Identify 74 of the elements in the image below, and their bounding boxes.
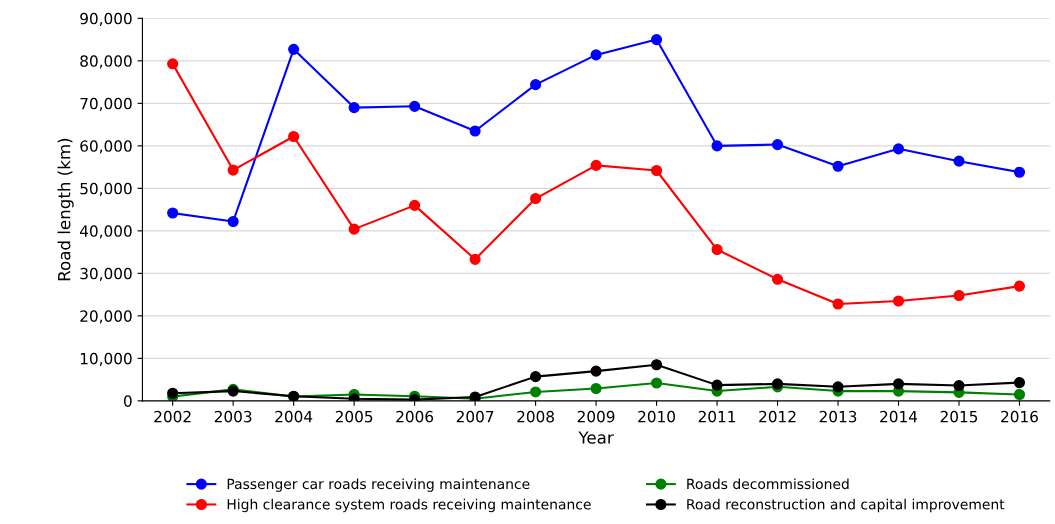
y-tick-label: 80,000	[80, 55, 132, 69]
point	[530, 192, 542, 205]
point	[288, 43, 300, 55]
point	[469, 253, 481, 265]
point	[530, 371, 542, 383]
x-tick-label: 2003	[214, 410, 252, 423]
point	[651, 377, 663, 389]
point	[1013, 280, 1026, 292]
point	[771, 139, 784, 151]
x-tick-label: 2010	[638, 410, 675, 423]
x-tick-label: 2013	[819, 410, 857, 423]
x-tick-label: 2002	[154, 410, 191, 423]
legend-label: Road reconstruction and capital improvement	[687, 498, 1005, 513]
point	[832, 381, 844, 393]
x-tick-label: 2015	[940, 410, 978, 423]
point	[711, 140, 723, 152]
point	[892, 295, 905, 307]
point	[651, 164, 663, 177]
point	[953, 289, 965, 302]
point	[651, 34, 663, 46]
point	[530, 386, 542, 398]
x-tick-label: 2008	[517, 410, 554, 423]
x-tick-label: 2005	[335, 410, 373, 423]
point	[1013, 166, 1026, 178]
point	[953, 380, 965, 392]
legend-label: Passenger car roads receiving maintenance	[227, 478, 530, 492]
point	[227, 164, 239, 176]
point	[167, 58, 179, 70]
point	[892, 143, 905, 155]
y-tick-label: 40,000	[79, 225, 132, 239]
point	[953, 155, 965, 167]
point	[711, 379, 723, 391]
x-tick-label: 2004	[275, 410, 313, 423]
point	[651, 359, 663, 371]
y-tick-label: 60,000	[80, 140, 132, 154]
x-tick-label: 2011	[698, 410, 736, 423]
x-tick-label: 2007	[456, 410, 494, 423]
point	[409, 199, 421, 211]
point	[409, 100, 421, 112]
y-tick-label: 70,000	[80, 97, 132, 111]
y-tick-label: 10,000	[80, 352, 132, 366]
x-axis-title: Year	[578, 431, 614, 444]
point	[1013, 377, 1026, 389]
y-tick-label: 0	[123, 395, 132, 407]
point	[590, 49, 602, 61]
point	[530, 79, 542, 91]
point	[1013, 388, 1026, 401]
legend-label: High clearance system roads receiving maintenance	[227, 498, 591, 513]
point	[167, 207, 179, 219]
point	[348, 223, 360, 235]
y-tick-label: 30,000	[80, 267, 132, 281]
y-axis-title: Road length (km)	[57, 138, 74, 281]
y-tick-label: 50,000	[80, 182, 132, 196]
point	[832, 298, 844, 310]
point	[227, 215, 239, 228]
point	[167, 387, 179, 399]
x-tick-label: 2016	[1001, 410, 1038, 423]
point	[771, 273, 784, 285]
point	[348, 102, 360, 114]
point	[832, 160, 844, 172]
x-tick-label: 2014	[880, 410, 918, 423]
point	[590, 382, 602, 395]
point	[590, 365, 602, 377]
x-tick-label: 2012	[759, 410, 796, 423]
y-tick-label: 20,000	[80, 310, 132, 324]
point	[892, 378, 905, 390]
x-tick-label: 2006	[396, 410, 434, 423]
point	[288, 130, 300, 143]
legend-label: Roads decommissioned	[687, 478, 849, 490]
point	[469, 125, 481, 137]
y-tick-label: 90,000	[80, 12, 132, 26]
point	[711, 243, 723, 256]
x-tick-label: 2009	[577, 410, 615, 423]
point	[590, 159, 602, 171]
